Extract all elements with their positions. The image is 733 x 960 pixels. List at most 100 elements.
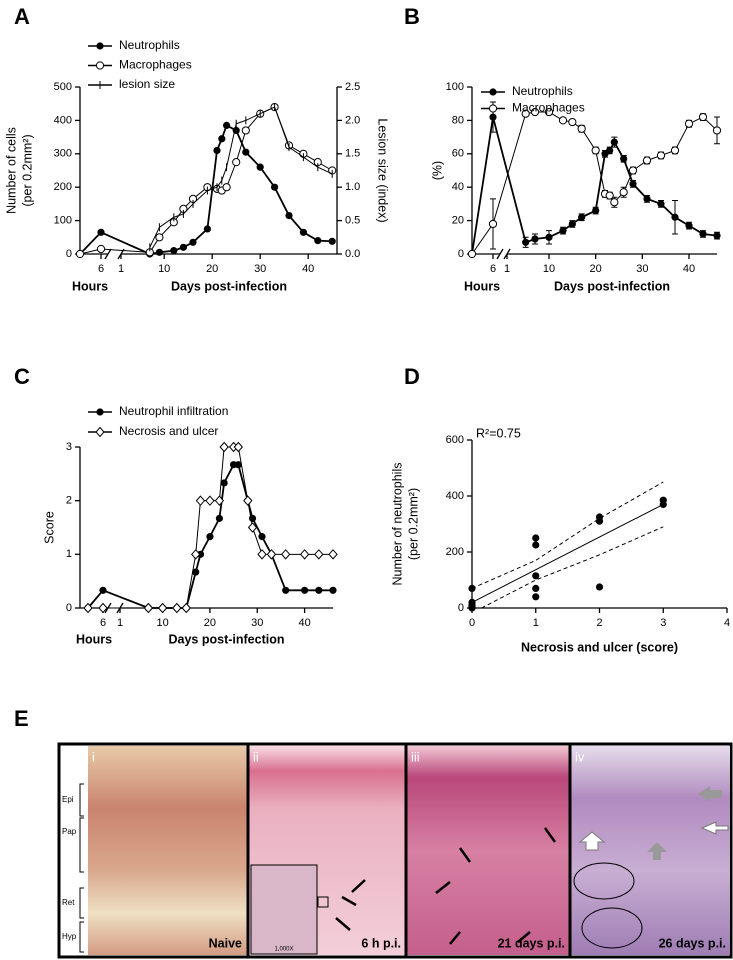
- x-tick-label: 6: [490, 263, 496, 275]
- x-tick-label: 30: [636, 263, 648, 275]
- circle-marker: [573, 862, 635, 900]
- y-tick-label: 2.0: [345, 114, 360, 126]
- marker: [301, 586, 309, 594]
- panel-e: E Epi Pap Ret Hyp 1,000X i ii iii iv Nai…: [14, 706, 733, 959]
- marker: [568, 220, 576, 228]
- marker: [578, 213, 586, 221]
- x-tick-label: 20: [590, 263, 602, 275]
- panel-label: A: [14, 4, 30, 29]
- x-tick-label: 1: [533, 617, 539, 629]
- marker: [192, 568, 200, 576]
- confidence-band: [471, 481, 664, 589]
- marker: [83, 602, 93, 614]
- marker: [629, 180, 637, 188]
- confidence-band: [481, 526, 664, 609]
- x-tick-label: 30: [254, 263, 266, 275]
- marker: [559, 227, 567, 235]
- marker: [96, 244, 106, 254]
- legend-marker: [96, 42, 104, 50]
- marker: [214, 495, 225, 506]
- marker: [271, 183, 279, 191]
- axis-label: Days post-infection: [169, 632, 285, 646]
- marker: [531, 235, 539, 243]
- series-line: [471, 111, 718, 255]
- marker: [282, 586, 290, 594]
- marker: [642, 156, 652, 165]
- marker: [684, 119, 694, 128]
- marker: [610, 198, 619, 207]
- panel-label: C: [14, 364, 30, 389]
- marker: [220, 479, 228, 487]
- marker: [97, 228, 105, 236]
- marker: [280, 549, 291, 560]
- marker: [329, 586, 337, 594]
- y-tick-label: 0: [458, 602, 464, 614]
- x-tick-label: 1: [117, 617, 123, 629]
- y-tick-label: 40: [452, 181, 464, 193]
- marker: [328, 549, 338, 560]
- legend-marker: [488, 104, 498, 113]
- marker: [256, 163, 264, 171]
- marker: [605, 191, 614, 200]
- inset-marker: [317, 896, 329, 908]
- legend-marker: [95, 61, 105, 70]
- marker: [592, 206, 600, 215]
- point: [532, 593, 540, 601]
- series-line: [471, 116, 718, 255]
- marker: [314, 549, 324, 560]
- y-tick-label: 0: [458, 248, 464, 260]
- marker: [671, 213, 679, 221]
- series-line: [88, 446, 333, 609]
- axis-label: Hours: [464, 279, 500, 293]
- y-tick-label: 0: [66, 602, 72, 614]
- x-tick-label: 1: [118, 263, 124, 275]
- micrograph: [88, 746, 247, 955]
- panel-label: D: [404, 364, 420, 389]
- marker: [258, 533, 266, 541]
- marker: [172, 602, 182, 614]
- tile-numeral: iv: [575, 749, 585, 764]
- legend-label: lesion size: [119, 77, 175, 91]
- marker: [315, 586, 323, 594]
- marker: [712, 126, 722, 135]
- marker: [170, 247, 178, 255]
- marker: [577, 124, 586, 133]
- x-tick-label: 2: [596, 617, 602, 629]
- x-tick-label: 3: [660, 617, 666, 629]
- panel-label: B: [404, 4, 420, 29]
- marker: [328, 237, 336, 245]
- arrows: [647, 786, 722, 860]
- y-tick-label: 3: [66, 441, 72, 453]
- marker: [657, 200, 665, 208]
- marker: [656, 151, 666, 160]
- micrograph: [407, 746, 569, 955]
- marker: [314, 237, 322, 245]
- marker: [99, 586, 107, 594]
- point: [468, 604, 476, 612]
- annotation: R²=0.75: [476, 426, 521, 440]
- marker: [75, 249, 85, 259]
- marker: [299, 228, 307, 236]
- marker: [206, 533, 214, 541]
- axis-label: Hours: [76, 632, 112, 646]
- y-tick-label: 1.0: [345, 181, 360, 193]
- point: [595, 517, 604, 525]
- marker: [698, 112, 708, 122]
- marker: [241, 126, 250, 135]
- axis-break: [496, 248, 504, 260]
- marker: [699, 230, 707, 238]
- legend-label: Macrophages: [119, 58, 192, 72]
- marker: [157, 602, 168, 614]
- y-tick-label: 20: [452, 215, 464, 227]
- legend-label: Neutrophils: [512, 84, 573, 98]
- y-tick-label: 400: [446, 490, 464, 502]
- marker: [218, 135, 226, 143]
- point: [468, 584, 476, 593]
- inset-label: 1,000X: [274, 947, 293, 953]
- panel-label: E: [14, 706, 29, 731]
- y-tick-label: 300: [54, 148, 72, 160]
- layer-label: Ret: [62, 898, 75, 907]
- x-tick-label: 1: [504, 263, 510, 275]
